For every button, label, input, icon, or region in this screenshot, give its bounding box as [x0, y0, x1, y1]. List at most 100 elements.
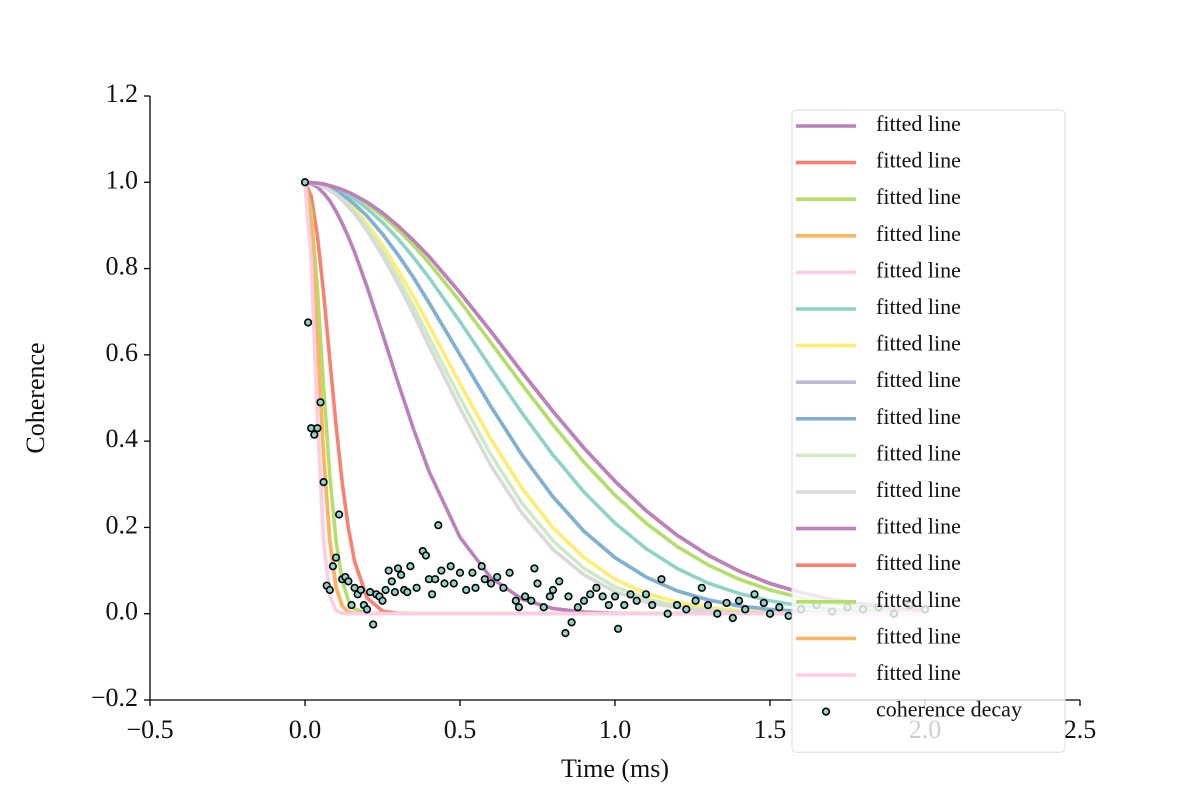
data-point: [406, 562, 415, 571]
y-tick-label: 0.2: [106, 510, 139, 539]
data-point: [555, 577, 564, 586]
y-tick-label: 0.6: [106, 338, 139, 367]
data-point: [403, 588, 412, 597]
x-axis-label: Time (ms): [561, 754, 669, 783]
data-point: [499, 583, 508, 592]
legend-label: fitted line: [876, 660, 961, 685]
data-point: [663, 609, 672, 618]
data-point: [493, 572, 502, 582]
legend-box: [791, 109, 1066, 753]
data-point: [486, 579, 496, 588]
data-point: [384, 566, 393, 575]
x-tick-label: 0.5: [444, 715, 477, 744]
data-point: [613, 624, 623, 633]
data-point: [431, 575, 440, 584]
data-point: [390, 588, 400, 597]
y-tick-label: 0.8: [106, 252, 139, 281]
fitted-line: [304, 180, 926, 616]
fitted-line: [303, 182, 925, 616]
data-point: [703, 600, 713, 610]
data-point: [428, 590, 437, 599]
data-point: [393, 564, 403, 573]
data-point: [468, 568, 477, 577]
data-point: [579, 596, 589, 605]
data-point: [548, 585, 558, 595]
legend-label: fitted line: [876, 257, 961, 282]
data-point: [545, 592, 555, 601]
legend-label: fitted line: [876, 440, 961, 465]
data-point: [728, 613, 737, 623]
data-point: [335, 510, 344, 519]
data-point: [520, 592, 530, 601]
legend-label: coherence decay: [876, 697, 1022, 722]
y-axis-label: Coherence: [21, 342, 50, 453]
data-point: [604, 600, 613, 610]
legend-label: fitted line: [876, 148, 961, 173]
data-point: [325, 585, 334, 595]
data-point: [356, 585, 365, 595]
data-point: [573, 603, 582, 612]
data-point: [527, 596, 536, 605]
legend-label: fitted line: [876, 587, 961, 612]
y-tick-label: 0.0: [106, 597, 139, 626]
data-point: [446, 562, 455, 571]
data-point: [462, 585, 471, 595]
data-point: [713, 609, 722, 618]
data-point: [511, 596, 520, 605]
data-point: [657, 575, 666, 584]
data-point: [381, 585, 390, 595]
data-point: [741, 605, 750, 614]
data-point: [722, 598, 731, 608]
y-tick-label: 0.4: [106, 424, 139, 453]
data-point: [610, 592, 620, 601]
legend-label: fitted line: [876, 367, 961, 392]
data-point: [313, 424, 322, 433]
data-point: [347, 600, 356, 610]
data-point: [784, 611, 793, 620]
legend-label: fitted line: [876, 221, 961, 246]
data-point: [397, 570, 406, 579]
data-point: [471, 583, 480, 592]
data-point: [564, 592, 573, 601]
legend-label: fitted line: [876, 550, 961, 575]
y-tick-label: 1.0: [106, 165, 139, 194]
data-point: [759, 598, 768, 608]
data-point: [533, 579, 542, 588]
data-point: [641, 590, 651, 599]
data-point: [648, 600, 657, 610]
data-point: [455, 568, 465, 577]
data-point: [514, 603, 524, 612]
data-point: [734, 596, 744, 605]
data-point: [539, 603, 548, 612]
data-point: [480, 575, 489, 584]
x-tick-label: 1.5: [754, 715, 787, 744]
data-point: [632, 596, 641, 605]
data-point: [344, 577, 353, 586]
data-point: [440, 579, 449, 588]
legend-label: fitted line: [876, 623, 961, 648]
fitted-line: [304, 180, 926, 612]
legend-label: fitted line: [876, 404, 961, 429]
data-point: [682, 605, 691, 614]
data-point: [750, 590, 759, 599]
data-point: [316, 398, 325, 407]
data-point: [626, 590, 635, 599]
data-point: [434, 521, 443, 530]
data-point: [328, 562, 338, 571]
x-tick-label: 2.5: [1064, 715, 1097, 744]
data-point: [697, 583, 706, 592]
legend-marker: [821, 707, 831, 716]
legend: fitted line fitted line fitted line fitted …: [791, 109, 1066, 753]
data-point: [310, 430, 319, 439]
x-tick-label: 1.0: [599, 715, 632, 744]
data-point: [598, 592, 607, 601]
data-point: [567, 618, 576, 627]
y-tick-label: −0.2: [91, 683, 138, 712]
data-point: [592, 583, 601, 592]
data-point: [477, 562, 486, 571]
legend-label: fitted line: [876, 111, 961, 136]
legend-label: fitted line: [876, 477, 961, 502]
y-tick-label: 1.2: [106, 79, 139, 108]
data-point: [586, 590, 595, 599]
